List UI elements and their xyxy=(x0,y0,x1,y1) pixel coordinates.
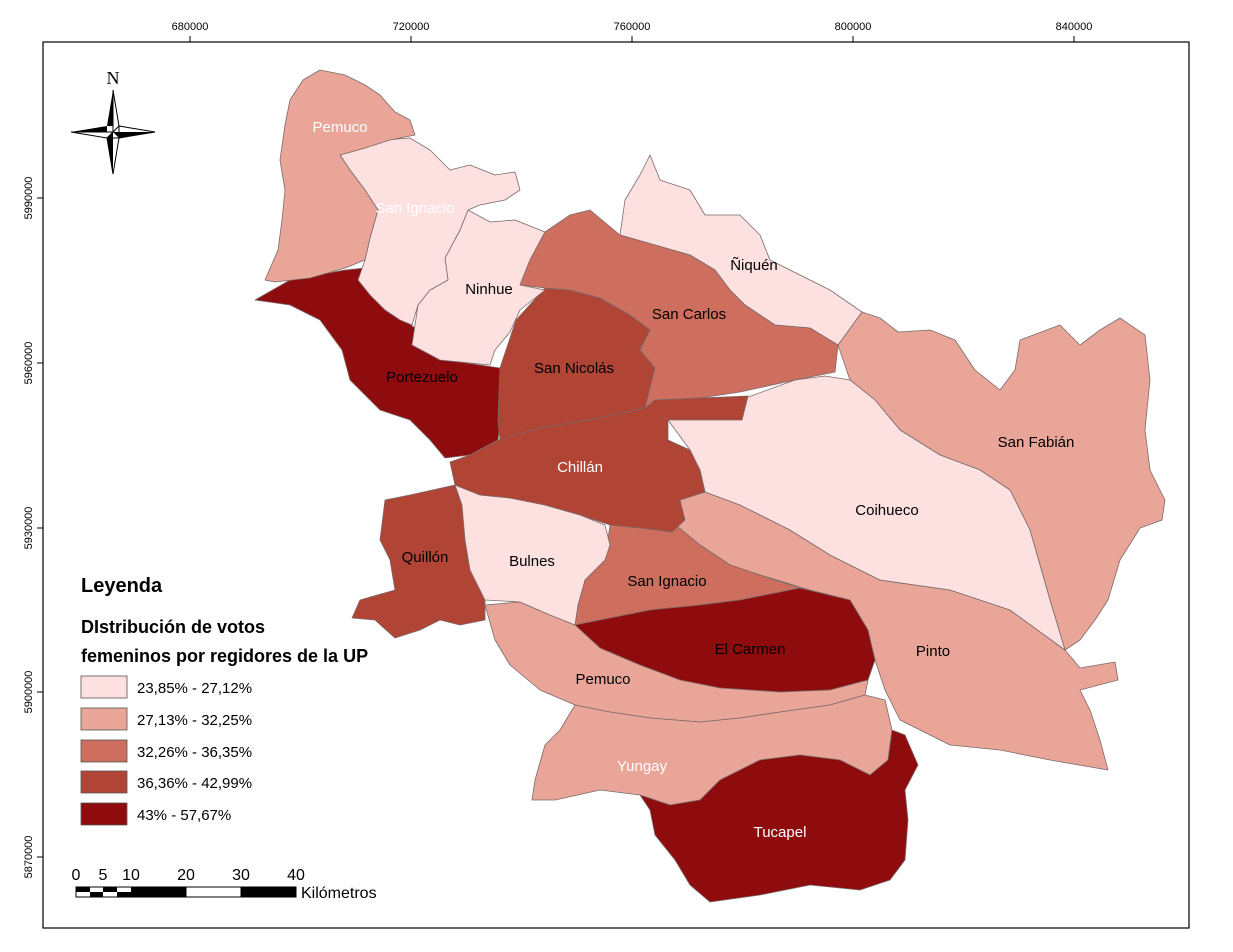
scale-tick-label: 20 xyxy=(177,867,195,884)
scale-tick-label: 0 xyxy=(72,867,81,884)
region-labels: Pemuco San Ignacio Ninhue Ñiquén San Car… xyxy=(312,119,1074,841)
legend-item-label: 32,26% - 36,35% xyxy=(137,744,252,761)
region-label: Portezuelo xyxy=(386,369,458,386)
legend-item-label: 36,36% - 42,99% xyxy=(137,775,252,792)
scale-tick-label: 5 xyxy=(99,867,108,884)
region-label: Pemuco xyxy=(575,671,630,688)
region-label: Tucapel xyxy=(754,824,807,841)
region-label: San Carlos xyxy=(652,306,726,323)
region-label: San Nicolás xyxy=(534,360,614,377)
region-tucapel[interactable] xyxy=(639,729,919,903)
x-tick-label: 760000 xyxy=(614,21,651,33)
legend-item-label: 23,85% - 27,12% xyxy=(137,680,252,697)
north-letter: N xyxy=(107,68,120,88)
region-label: Ninhue xyxy=(465,281,513,298)
legend-subtitle-line1: DIstribución de votos xyxy=(81,617,265,637)
region-label: Chillán xyxy=(557,459,603,476)
y-tick-label: 5900000 xyxy=(23,671,35,714)
region-label: Pemuco xyxy=(312,119,367,136)
region-coihueco[interactable] xyxy=(667,375,1066,651)
region-label: Ñiquén xyxy=(730,257,778,274)
y-axis: 5990000 5960000 5930000 5900000 5870000 xyxy=(23,177,43,879)
x-tick-label: 680000 xyxy=(172,21,209,33)
y-tick-label: 5960000 xyxy=(23,342,35,385)
scale-bar: 0 5 10 20 30 40 Kilómetros xyxy=(72,867,377,902)
region-label: Quillón xyxy=(402,549,449,566)
y-tick-label: 5990000 xyxy=(23,177,35,220)
y-tick-label: 5930000 xyxy=(23,507,35,550)
regions-layer xyxy=(254,69,1166,903)
x-tick-label: 800000 xyxy=(835,21,872,33)
x-tick-label: 840000 xyxy=(1056,21,1093,33)
region-label: San Fabián xyxy=(998,434,1075,451)
legend-swatch xyxy=(80,675,128,699)
legend-swatch xyxy=(80,802,128,826)
legend-swatch xyxy=(80,707,128,731)
north-arrow: N xyxy=(70,68,156,175)
region-label: Coihueco xyxy=(855,502,918,519)
legend-item-label: 27,13% - 32,25% xyxy=(137,712,252,729)
region-label: Bulnes xyxy=(509,553,555,570)
region-label: Pinto xyxy=(916,643,950,660)
legend: Leyenda DIstribución de votos femeninos … xyxy=(80,575,368,826)
legend-swatch xyxy=(80,770,128,794)
x-tick-label: 720000 xyxy=(393,21,430,33)
region-label: El Carmen xyxy=(715,641,786,658)
scale-tick-label: 10 xyxy=(122,867,140,884)
legend-subtitle-line2: femeninos por regidores de la UP xyxy=(81,646,368,666)
region-san-carlos[interactable] xyxy=(519,209,839,409)
legend-swatch xyxy=(80,739,128,763)
scale-tick-label: 30 xyxy=(232,867,250,884)
region-label: Yungay xyxy=(617,758,668,775)
y-tick-label: 5870000 xyxy=(23,836,35,879)
legend-title: Leyenda xyxy=(81,575,163,597)
scale-tick-label: 40 xyxy=(287,867,305,884)
region-cobquecura[interactable] xyxy=(264,69,416,283)
region-label: San Ignacio xyxy=(627,573,706,590)
region-label: San Ignacio xyxy=(375,200,454,217)
x-axis: 680000 720000 760000 800000 840000 xyxy=(172,21,1093,42)
legend-item-label: 43% - 57,67% xyxy=(137,807,231,824)
scale-unit: Kilómetros xyxy=(301,885,377,902)
region-chillan[interactable] xyxy=(449,395,749,533)
